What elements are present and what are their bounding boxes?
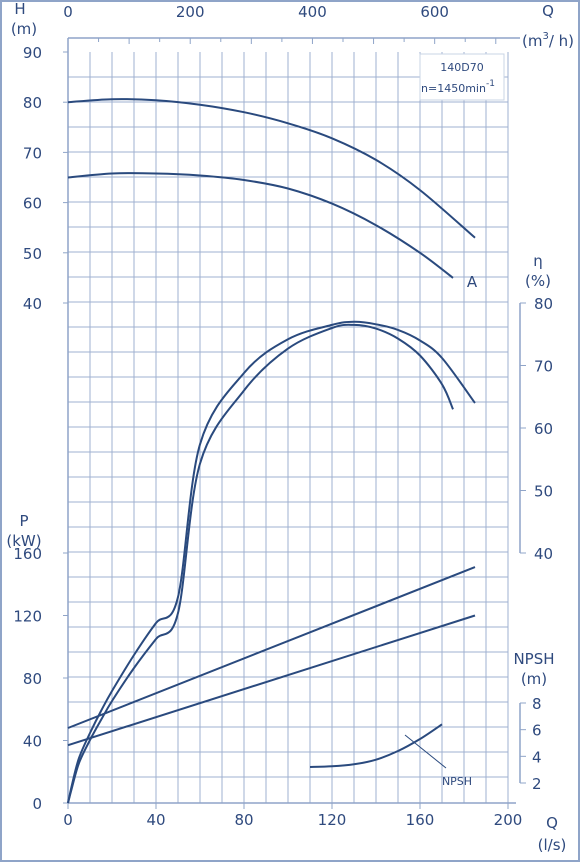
power-tick-label: 160 [13, 545, 42, 563]
efficiency-axis-label: η [533, 252, 543, 270]
flow-ls-tick-label: 0 [63, 811, 73, 829]
curve-label-a: A [467, 273, 478, 291]
power-tick-label: 80 [23, 670, 42, 688]
flow-ls-tick-label: 120 [318, 811, 347, 829]
efficiency-tick-label: 80 [534, 295, 553, 313]
tick-labels: 0 40 80 120 160 200 0 200 400 600 40 50 60 70 80 90 0 40 8… [13, 3, 553, 829]
npsh-curve-label: NPSH [442, 775, 472, 788]
curves [67, 98, 476, 804]
npsh-tick-label: 8 [532, 695, 542, 713]
flow-m3h-tick-label: 0 [63, 3, 73, 21]
npsh-axis-unit: (m) [521, 670, 547, 688]
flow-ls-tick-label: 200 [494, 811, 523, 829]
power-curve-upper [67, 566, 476, 729]
head-curve-upper [67, 98, 476, 239]
flow-m3h-axis-label: Q [542, 2, 554, 20]
head-tick-label: 80 [23, 94, 42, 112]
head-tick-label: 60 [23, 195, 42, 213]
flow-ls-axis-label: Q [546, 814, 558, 832]
speed-annotation: n=1450min-1 [421, 79, 495, 95]
flow-ls-tick-label: 160 [406, 811, 435, 829]
head-tick-label: 70 [23, 144, 42, 162]
efficiency-curve-a [67, 323, 454, 804]
grid [68, 52, 509, 803]
flow-m3h-tick-label: 400 [298, 3, 327, 21]
power-curve-a [67, 614, 476, 747]
head-tick-label: 50 [23, 245, 42, 263]
efficiency-tick-label: 60 [534, 420, 553, 438]
efficiency-tick-label: 40 [534, 545, 553, 563]
power-tick-label: 0 [32, 795, 42, 813]
flow-m3h-tick-label: 200 [176, 3, 205, 21]
head-axis-unit: (m) [11, 20, 37, 38]
flow-m3h-unit-exp: 3 [542, 31, 548, 42]
efficiency-tick-label: 70 [534, 358, 553, 376]
efficiency-tick-label: 50 [534, 483, 553, 501]
power-tick-label: 40 [23, 733, 42, 751]
npsh-tick-label: 2 [532, 775, 542, 793]
npsh-label-leader [404, 734, 447, 769]
npsh-tick-label: 4 [532, 748, 542, 766]
head-curve-a [67, 172, 454, 279]
flow-ls-tick-label: 40 [146, 811, 165, 829]
model-annotation: 140D70 [440, 61, 483, 74]
head-tick-label: 90 [23, 44, 42, 62]
head-axis-label: H [14, 0, 25, 18]
flow-m3h-axis-unit: (m3/ h) [522, 31, 574, 50]
power-tick-label: 120 [13, 608, 42, 626]
efficiency-axis-unit: (%) [525, 272, 551, 290]
flow-m3h-unit-prefix: (m [522, 32, 542, 50]
axes [63, 37, 526, 809]
npsh-axis-label: NPSH [513, 650, 554, 668]
flow-m3h-tick-label: 600 [420, 3, 449, 21]
npsh-tick-label: 6 [532, 722, 542, 740]
flow-ls-tick-label: 80 [234, 811, 253, 829]
flow-m3h-unit-suffix: / h) [549, 32, 574, 50]
speed-annotation-exp: -1 [486, 79, 495, 89]
flow-ls-axis-unit: (l/s) [538, 836, 567, 854]
efficiency-curve-upper [67, 320, 476, 804]
speed-annotation-base: n=1450min [421, 82, 486, 95]
model-annotation-box [419, 53, 505, 101]
power-axis-label: P [19, 512, 28, 530]
head-tick-label: 40 [23, 295, 42, 313]
power-axis-unit: (kW) [6, 532, 41, 550]
npsh-curve [309, 723, 443, 768]
